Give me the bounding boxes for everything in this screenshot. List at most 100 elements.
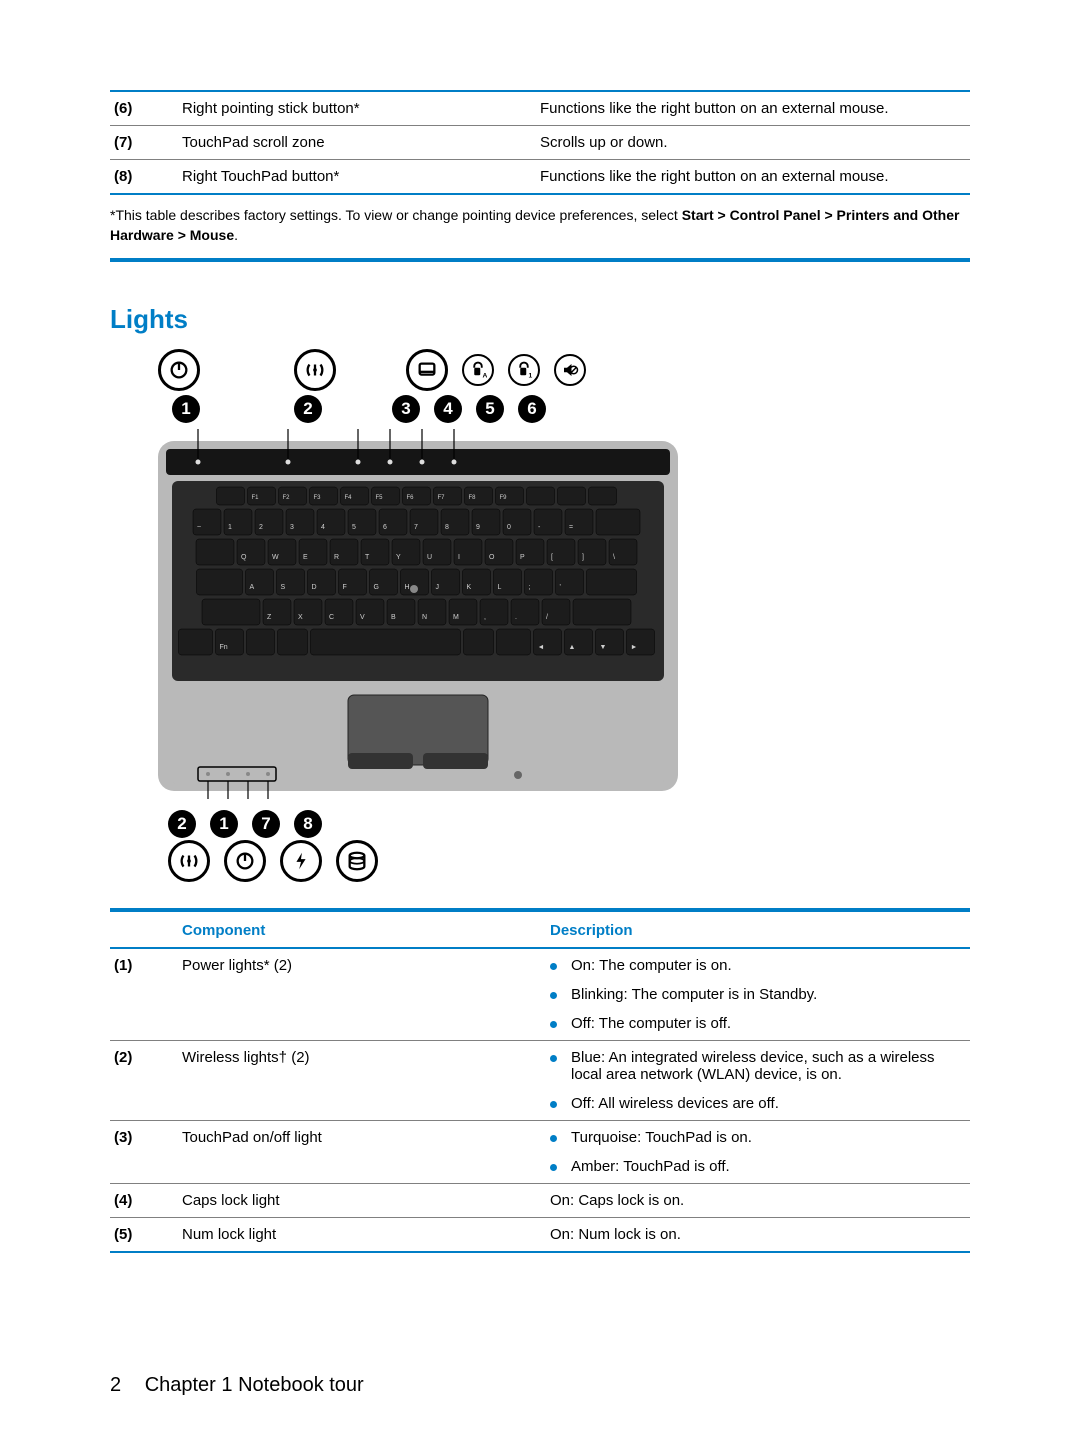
svg-text:O: O <box>489 554 495 561</box>
row-num: (5) <box>110 1217 178 1252</box>
footnote-divider <box>110 258 970 262</box>
svg-text:,: , <box>484 614 486 621</box>
row-desc: Scrolls up or down. <box>536 126 970 160</box>
svg-text:F: F <box>343 584 347 591</box>
svg-text:2: 2 <box>259 524 263 531</box>
svg-text:7: 7 <box>414 524 418 531</box>
svg-text:H: H <box>405 584 410 591</box>
wireless-icon <box>294 349 336 391</box>
svg-text:F8: F8 <box>469 495 477 501</box>
row-num: (8) <box>110 160 178 195</box>
svg-text:.: . <box>515 614 517 621</box>
table-header-row: Component Description <box>110 914 970 948</box>
svg-text:J: J <box>436 584 440 591</box>
list-item: Blinking: The computer is in Standby. <box>550 986 966 1003</box>
svg-text:L: L <box>498 584 502 591</box>
footnote-text: *This table describes factory settings. … <box>110 207 682 223</box>
header-component: Component <box>178 914 546 948</box>
document-page: (6) Right pointing stick button* Functio… <box>0 0 1080 1437</box>
list-text: Off: All wireless devices are off. <box>571 1095 966 1112</box>
row-num: (6) <box>110 91 178 126</box>
svg-text:S: S <box>281 584 286 591</box>
svg-text:A: A <box>250 584 255 591</box>
callout-number: 1 <box>210 810 238 838</box>
svg-text:F1: F1 <box>252 495 260 501</box>
table-row: (1) Power lights* (2) On: The computer i… <box>110 948 970 1041</box>
row-comp: TouchPad on/off light <box>178 1120 546 1183</box>
table-row: (2) Wireless lights† (2) Blue: An integr… <box>110 1040 970 1120</box>
callout-number: 1 <box>172 395 200 423</box>
svg-text:6: 6 <box>383 524 387 531</box>
svg-text:F3: F3 <box>314 495 322 501</box>
chapter-label: Chapter 1 Notebook tour <box>145 1374 364 1396</box>
svg-text:F4: F4 <box>345 495 353 501</box>
diagram-bottom-icons <box>168 840 970 882</box>
bullet-icon <box>550 992 557 999</box>
lights-diagram: A 1 1 2 3 4 5 6 F1F2F3F4F5F6F7F8F9~12345… <box>110 349 970 882</box>
svg-text:/: / <box>546 614 548 621</box>
svg-text:P: P <box>520 554 525 561</box>
svg-text:Y: Y <box>396 554 401 561</box>
svg-text:': ' <box>560 584 561 591</box>
row-num: (3) <box>110 1120 178 1183</box>
row-comp: Caps lock light <box>178 1183 546 1217</box>
laptop-svg: F1F2F3F4F5F6F7F8F9~1234567890-=QWERTYUIO… <box>158 429 678 799</box>
svg-text:8: 8 <box>445 524 449 531</box>
bullet-icon <box>550 1021 557 1028</box>
svg-text:K: K <box>467 584 472 591</box>
power-icon <box>224 840 266 882</box>
svg-text:=: = <box>569 524 573 531</box>
table-top-bar <box>110 908 970 912</box>
svg-text:1: 1 <box>228 524 232 531</box>
svg-text:Fn: Fn <box>220 644 228 651</box>
svg-text:[: [ <box>551 554 553 561</box>
table-row: (4) Caps lock light On: Caps lock is on. <box>110 1183 970 1217</box>
table-row: (5) Num lock light On: Num lock is on. <box>110 1217 970 1252</box>
svg-text:;: ; <box>529 584 531 591</box>
wireless-icon <box>168 840 210 882</box>
list-item: Amber: TouchPad is off. <box>550 1158 966 1175</box>
table-footnote: *This table describes factory settings. … <box>110 205 970 246</box>
svg-text:▼: ▼ <box>600 644 607 651</box>
svg-text:T: T <box>365 554 370 561</box>
desc-list: Turquoise: TouchPad is on. Amber: TouchP… <box>550 1129 966 1175</box>
svg-text:U: U <box>427 554 432 561</box>
svg-text:\: \ <box>613 554 615 561</box>
row-desc: Turquoise: TouchPad is on. Amber: TouchP… <box>546 1120 970 1183</box>
row-num: (1) <box>110 948 178 1041</box>
svg-text:I: I <box>458 554 460 561</box>
svg-text:4: 4 <box>321 524 325 531</box>
svg-text:R: R <box>334 554 339 561</box>
list-text: Turquoise: TouchPad is on. <box>571 1129 966 1146</box>
lights-table: Component Description (1) Power lights* … <box>110 914 970 1253</box>
svg-text:D: D <box>312 584 317 591</box>
svg-text:B: B <box>391 614 396 621</box>
numlock-icon: 1 <box>508 354 540 386</box>
svg-text:3: 3 <box>290 524 294 531</box>
callout-number: 2 <box>294 395 322 423</box>
callout-number: 7 <box>252 810 280 838</box>
mute-icon <box>554 354 586 386</box>
callout-number: 8 <box>294 810 322 838</box>
list-item: Off: The computer is off. <box>550 1015 966 1032</box>
section-heading-lights: Lights <box>110 304 970 335</box>
row-comp: Wireless lights† (2) <box>178 1040 546 1120</box>
diagram-bottom-numbers: 2 1 7 8 <box>168 810 970 838</box>
svg-text:W: W <box>272 554 279 561</box>
row-desc: Blue: An integrated wireless device, suc… <box>546 1040 970 1120</box>
bullet-icon <box>550 1055 557 1062</box>
touchpad-icon <box>406 349 448 391</box>
list-text: Off: The computer is off. <box>571 1015 966 1032</box>
callout-number: 4 <box>434 395 462 423</box>
row-num: (2) <box>110 1040 178 1120</box>
row-desc: Functions like the right button on an ex… <box>536 160 970 195</box>
lights-table-wrap: Component Description (1) Power lights* … <box>110 908 970 1253</box>
callout-number: 3 <box>392 395 420 423</box>
header-blank <box>110 914 178 948</box>
table-row: (3) TouchPad on/off light Turquoise: Tou… <box>110 1120 970 1183</box>
svg-text:▲: ▲ <box>569 644 576 651</box>
header-description: Description <box>546 914 970 948</box>
bullet-icon <box>550 963 557 970</box>
row-comp: Right TouchPad button* <box>178 160 536 195</box>
row-comp: Num lock light <box>178 1217 546 1252</box>
